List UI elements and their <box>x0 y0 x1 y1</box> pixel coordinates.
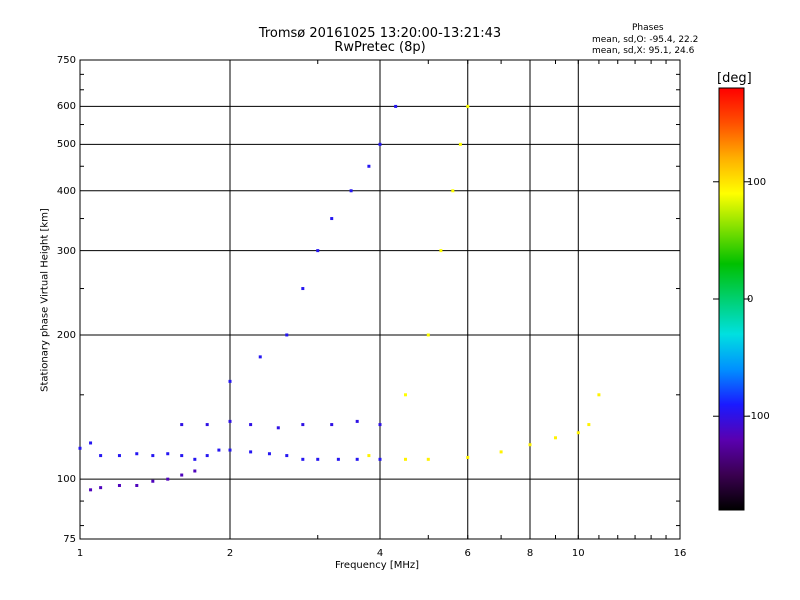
data-point <box>378 423 382 427</box>
data-point <box>466 104 470 108</box>
y-tick-label: 200 <box>56 329 76 341</box>
y-tick-label: 400 <box>56 185 76 197</box>
x-axis-label: Frequency [MHz] <box>335 560 420 571</box>
x-tick-label: 8 <box>526 548 534 559</box>
data-point <box>89 488 93 492</box>
data-point <box>367 454 371 458</box>
data-point <box>367 164 371 168</box>
data-point <box>151 479 155 483</box>
data-point <box>193 457 197 461</box>
data-point <box>258 355 262 359</box>
colorbar-tick-label: 100 <box>747 176 767 188</box>
data-point <box>135 452 139 456</box>
colorbar-ticks <box>713 181 750 417</box>
data-point <box>439 249 443 253</box>
data-point <box>426 333 430 337</box>
data-point <box>466 455 470 459</box>
data-point <box>285 454 289 458</box>
x-tick-label: 2 <box>226 548 234 559</box>
data-point <box>587 423 591 427</box>
data-point <box>349 189 353 193</box>
data-point <box>228 448 232 452</box>
chart-title: Tromsø 20161025 13:20:00-13:21:43 <box>258 26 502 41</box>
data-point <box>301 423 305 427</box>
data-point <box>151 454 155 458</box>
y-tick-label: 500 <box>56 139 76 151</box>
colorbar <box>718 87 745 511</box>
data-point <box>316 457 320 461</box>
data-point <box>180 423 184 427</box>
data-point <box>205 423 209 427</box>
data-point <box>267 452 271 456</box>
data-point <box>499 450 503 454</box>
data-point <box>403 457 407 461</box>
data-point <box>378 457 382 461</box>
data-point <box>228 379 232 383</box>
x-tick-label: 16 <box>673 548 687 559</box>
data-point <box>135 483 139 487</box>
data-point <box>394 104 398 108</box>
data-point <box>285 333 289 337</box>
data-point <box>330 423 334 427</box>
x-tick-label: 4 <box>376 548 384 559</box>
data-point <box>166 452 170 456</box>
data-point <box>276 426 280 430</box>
data-point <box>249 450 253 454</box>
y-tick-label: 75 <box>63 534 76 545</box>
data-point <box>249 423 253 427</box>
data-point <box>458 142 462 146</box>
data-point <box>330 217 334 221</box>
data-point <box>355 457 359 461</box>
data-points <box>78 104 601 492</box>
data-point <box>301 457 305 461</box>
y-tick-label: 750 <box>56 55 76 66</box>
data-point <box>301 287 305 291</box>
phase-stats-heading: Phases <box>632 23 664 33</box>
colorbar-unit-label: [deg] <box>717 71 752 86</box>
data-point <box>228 419 232 423</box>
data-point <box>117 454 121 458</box>
chart-subtitle: RwPretec (8p) <box>334 40 426 55</box>
y-tick-label: 300 <box>56 245 76 257</box>
data-point <box>89 441 93 445</box>
data-point <box>99 486 103 490</box>
data-point <box>597 393 601 397</box>
data-point <box>355 419 359 423</box>
data-point <box>403 393 407 397</box>
data-point <box>180 454 184 458</box>
x-tick-label: 6 <box>464 548 471 559</box>
data-point <box>426 457 430 461</box>
y-tick-label: 100 <box>56 474 76 486</box>
data-point <box>528 443 532 447</box>
y-axis-label: Stationary phase Virtual Height [km] <box>39 208 51 392</box>
data-point <box>99 454 103 458</box>
phase-stats-x: mean, sd,X: 95.1, 24.6 <box>592 46 695 56</box>
colorbar-tick-label: -100 <box>747 411 770 423</box>
x-tick-label: 1 <box>76 548 84 559</box>
data-point <box>117 483 121 487</box>
data-point <box>451 189 455 193</box>
axis-ticks <box>79 60 681 539</box>
data-point <box>217 448 221 452</box>
data-point <box>553 436 557 440</box>
data-point <box>576 431 580 435</box>
data-point <box>78 446 82 450</box>
x-tick-label: 10 <box>571 548 585 559</box>
colorbar-tick-label: 0 <box>747 294 754 305</box>
data-point <box>316 249 320 253</box>
phase-stats-o: mean, sd,O: -95.4, 22.2 <box>592 35 699 45</box>
data-point <box>378 142 382 146</box>
y-tick-label: 600 <box>56 101 76 113</box>
data-point <box>166 477 170 481</box>
data-point <box>336 457 340 461</box>
data-point <box>205 454 209 458</box>
data-point <box>193 469 197 473</box>
data-point <box>180 473 184 477</box>
